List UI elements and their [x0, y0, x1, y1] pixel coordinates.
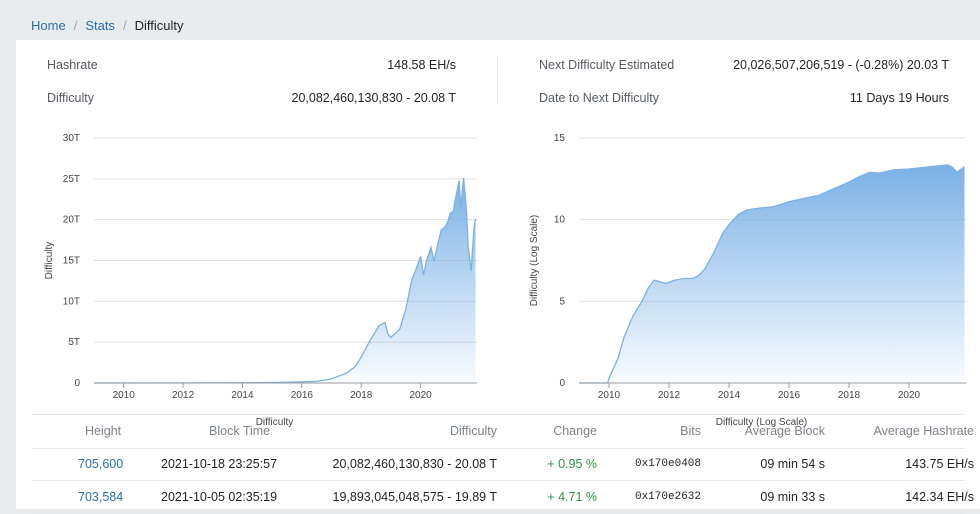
series-area [94, 178, 476, 383]
difficulty-label: Difficulty [47, 91, 95, 105]
y-tick-label: 5 [559, 296, 565, 307]
header-bits: Bits [680, 424, 701, 438]
bits-cell: 0x170e2632 [634, 491, 701, 503]
x-tick-label: 2018 [838, 390, 861, 401]
x-tick-label: 2010 [113, 390, 136, 401]
table-header-row: Height Block Time Difficulty Change Bits… [32, 414, 974, 449]
table-row: 705,600 2021-10-18 23:25:57 20,082,460,1… [32, 448, 974, 481]
y-tick-label: 30T [63, 133, 80, 144]
height-link[interactable]: 705,600 [78, 457, 124, 471]
header-average-block: Average Block [744, 424, 825, 438]
y-tick-label: 0 [74, 378, 80, 389]
header-average-hashrate: Average Hashrate [873, 424, 974, 438]
series-line [93, 177, 477, 384]
header-change: Change [553, 424, 597, 438]
difficulty-cell: 20,082,460,130,830 - 20.08 T [332, 457, 498, 471]
breadcrumb: Home / Stats / Difficulty [31, 18, 183, 36]
hashrate-value: 148.58 EH/s [387, 58, 456, 72]
height-link[interactable]: 703,584 [78, 490, 124, 504]
average-hashrate-cell: 143.75 EH/s [905, 457, 974, 471]
series-area [579, 164, 965, 383]
date-to-next-value: 11 Days 19 Hours [849, 91, 949, 105]
header-height: Height [85, 424, 122, 438]
block-time-cell: 2021-10-05 02:35:19 [161, 490, 278, 504]
x-tick-label: 2020 [898, 390, 921, 401]
y-tick-label: 15 [554, 133, 566, 144]
block-time-cell: 2021-10-18 23:25:57 [161, 457, 278, 471]
y-tick-label: 5T [68, 337, 80, 348]
y-tick-label: 10T [63, 296, 80, 307]
series-line [579, 164, 965, 384]
x-tick-label: 2016 [291, 390, 314, 401]
breadcrumb-home-link[interactable]: Home [31, 18, 66, 33]
y-tick-label: 0 [559, 378, 565, 389]
difficulty-cell: 19,893,045,048,575 - 19.89 T [332, 490, 498, 504]
difficulty-log-chart: 0 5 10 15 2010 2012 2014 2016 2018 2020 Difficulty… [529, 133, 966, 428]
x-tick-label: 2014 [231, 390, 254, 401]
difficulty-chart: 0 5T 10T 15T 20T 25T 30T 2010 2012 2014 2016 2018 20… [44, 133, 477, 428]
bits-cell: 0x170e0408 [634, 458, 701, 470]
next-difficulty-label: Next Difficulty Estimated [539, 58, 675, 72]
x-axis-title: Difficulty [256, 417, 294, 428]
x-axis-title: Difficulty (Log Scale) [716, 417, 808, 428]
x-tick-label: 2012 [172, 390, 195, 401]
average-block-cell: 09 min 54 s [760, 457, 825, 471]
y-tick-label: 15T [63, 256, 80, 267]
breadcrumb-separator: / [122, 18, 127, 33]
breadcrumb-current: Difficulty [134, 18, 184, 33]
average-block-cell: 09 min 33 s [760, 490, 825, 504]
x-tick-label: 2016 [778, 390, 801, 401]
y-tick-label: 20T [63, 215, 80, 226]
header-block-time: Block Time [209, 424, 271, 438]
x-tick-label: 2012 [658, 390, 681, 401]
breadcrumb-separator: / [73, 18, 78, 33]
stats-divider [497, 56, 498, 104]
y-axis-title: Difficulty [44, 242, 55, 280]
x-tick-label: 2010 [598, 390, 621, 401]
difficulty-value: 20,082,460,130,830 - 20.08 T [291, 91, 457, 105]
x-tick-label: 2014 [718, 390, 741, 401]
x-tick-label: 2020 [409, 390, 432, 401]
change-cell: + 0.95 % [547, 457, 597, 471]
y-tick-label: 10 [554, 215, 566, 226]
hashrate-label: Hashrate [47, 58, 98, 72]
y-tick-label: 25T [63, 174, 80, 185]
header-difficulty: Difficulty [449, 424, 497, 438]
breadcrumb-stats-link[interactable]: Stats [85, 18, 115, 33]
difficulty-card: Hashrate 148.58 EH/s Difficulty 20,082,4… [16, 40, 980, 514]
table-row: 703,584 2021-10-05 02:35:19 19,893,045,0… [32, 481, 974, 514]
change-cell: + 4.71 % [547, 490, 597, 504]
date-to-next-label: Date to Next Difficulty [539, 91, 659, 105]
x-tick-label: 2018 [350, 390, 373, 401]
y-axis-title: Difficulty (Log Scale) [529, 215, 540, 307]
next-difficulty-value: 20,026,507,206,519 - (-0.28%) 20.03 T [733, 58, 949, 72]
average-hashrate-cell: 142.34 EH/s [905, 490, 974, 504]
